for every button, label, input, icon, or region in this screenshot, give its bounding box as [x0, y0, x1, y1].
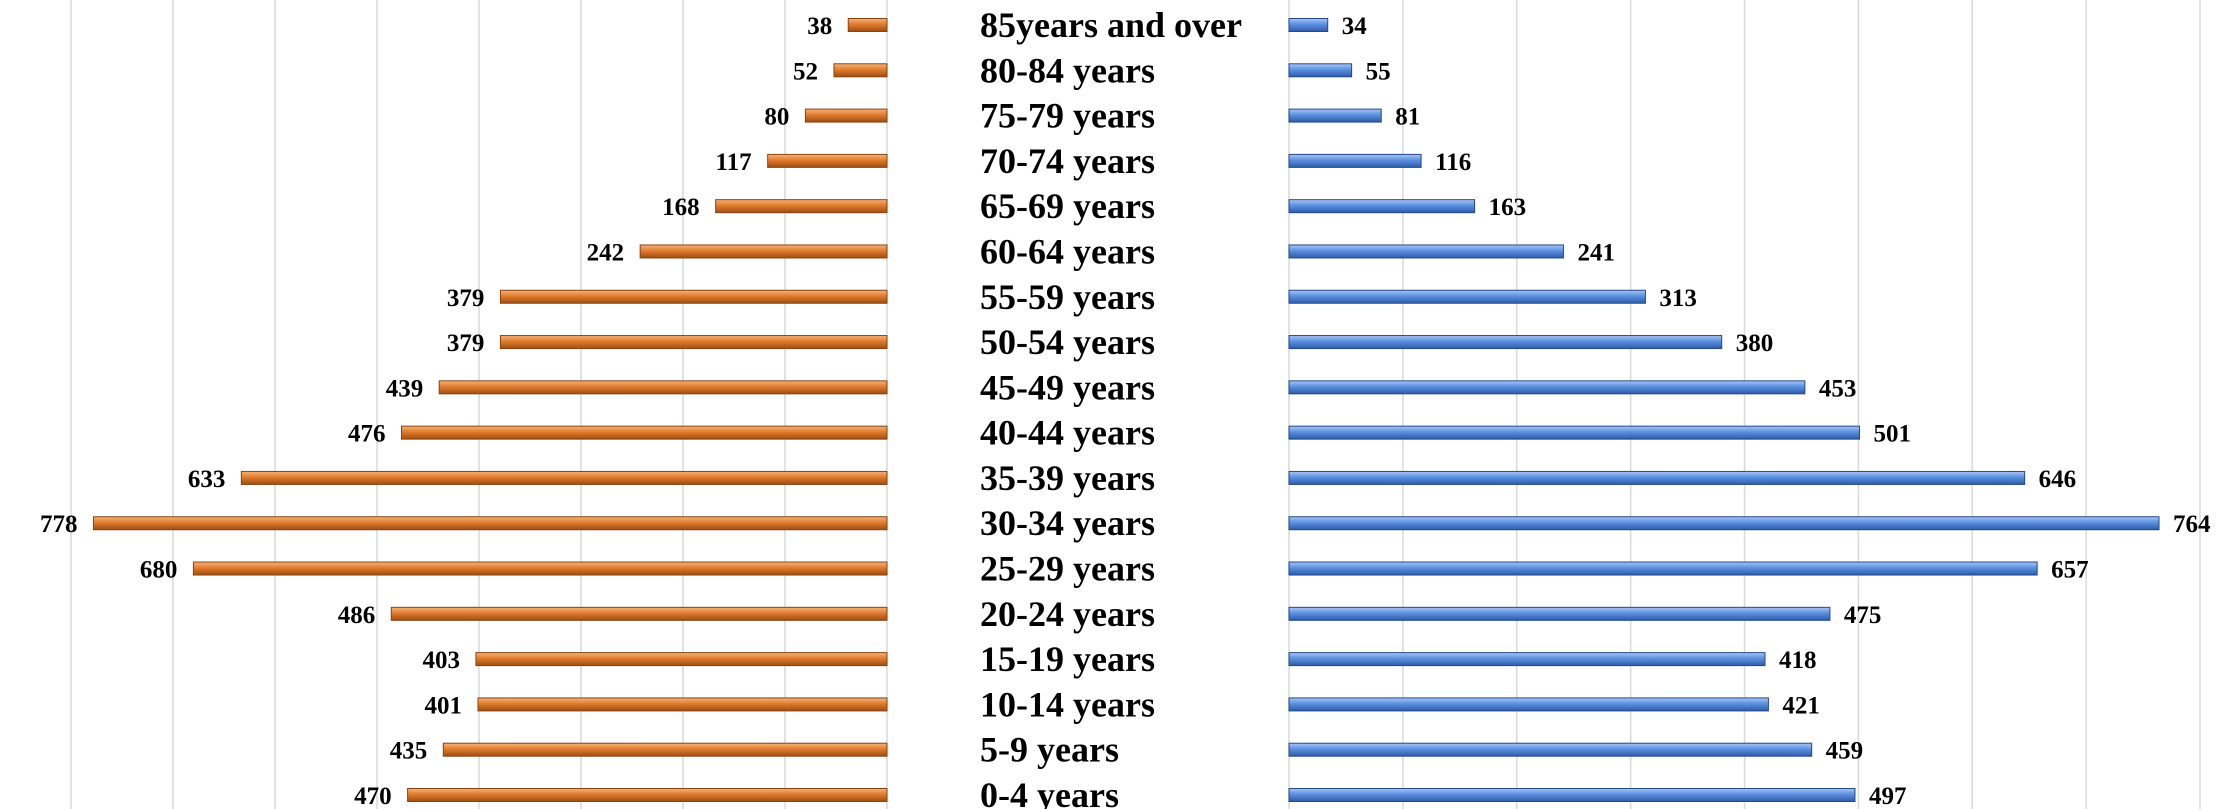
- right-bar: [1288, 561, 2038, 576]
- right-bar: [1288, 516, 2160, 531]
- left-value-label: 470: [354, 783, 392, 809]
- left-bar: [92, 516, 888, 531]
- right-value-label: 453: [1819, 375, 1857, 402]
- left-bar: [715, 199, 888, 214]
- right-bar: [1288, 289, 1646, 304]
- left-value-label: 168: [662, 194, 700, 221]
- category-label: 35-39 years: [980, 458, 1155, 498]
- right-value-label: 34: [1342, 13, 1368, 40]
- category-label: 50-54 years: [980, 322, 1155, 362]
- right-series-bars: [1288, 18, 2160, 802]
- right-value-label: 497: [1869, 783, 1907, 809]
- left-gridlines: [70, 0, 888, 809]
- category-label: 15-19 years: [980, 639, 1155, 679]
- right-value-label: 380: [1736, 330, 1774, 357]
- right-value-label: 163: [1489, 194, 1527, 221]
- category-label: 45-49 years: [980, 367, 1155, 407]
- right-value-label: 646: [2039, 466, 2076, 493]
- category-label: 40-44 years: [980, 413, 1155, 453]
- right-bar: [1288, 380, 1806, 395]
- left-bar: [192, 561, 888, 576]
- left-bar: [804, 108, 888, 123]
- right-bar: [1288, 199, 1476, 214]
- left-value-label: 80: [764, 104, 789, 131]
- left-value-label: 435: [390, 738, 428, 765]
- category-label: 80-84 years: [980, 50, 1155, 90]
- right-value-label: 81: [1395, 104, 1420, 131]
- right-gridlines: [1288, 0, 2201, 809]
- right-value-label: 459: [1826, 738, 1864, 765]
- right-value-label: 501: [1874, 421, 1912, 448]
- left-bar: [442, 742, 888, 757]
- left-value-label: 242: [587, 239, 625, 266]
- category-label: 20-24 years: [980, 594, 1155, 634]
- left-bar: [477, 697, 888, 712]
- right-value-label: 657: [2051, 557, 2089, 584]
- left-bar: [767, 153, 888, 168]
- left-value-label: 379: [447, 330, 485, 357]
- right-value-label: 313: [1659, 285, 1697, 312]
- right-bar: [1288, 335, 1723, 350]
- category-label: 75-79 years: [980, 96, 1155, 136]
- right-value-label: 55: [1366, 58, 1391, 85]
- right-bar: [1288, 697, 1769, 712]
- left-bar: [499, 289, 888, 304]
- category-labels: 0-4 years 5-9 years 10-14 years 15-19 years…: [980, 5, 1242, 809]
- right-bar: [1288, 788, 1856, 802]
- left-value-label: 778: [40, 511, 78, 538]
- left-bar: [390, 606, 888, 621]
- category-label: 0-4 years: [980, 775, 1119, 809]
- right-bar: [1288, 606, 1831, 621]
- right-bar: [1288, 18, 1329, 32]
- category-label: 25-29 years: [980, 549, 1155, 589]
- left-value-label: 52: [793, 58, 818, 85]
- right-bar: [1288, 63, 1353, 78]
- left-value-label: 486: [338, 602, 376, 629]
- right-bar: [1288, 153, 1422, 168]
- left-value-label: 476: [348, 421, 386, 448]
- right-value-label: 241: [1577, 239, 1615, 266]
- left-value-label: 401: [424, 692, 462, 719]
- category-label: 65-69 years: [980, 186, 1155, 226]
- right-value-label: 475: [1844, 602, 1882, 629]
- right-value-label: 116: [1435, 149, 1471, 176]
- right-bar: [1288, 652, 1766, 667]
- left-bar: [400, 425, 888, 440]
- left-value-label: 439: [386, 375, 424, 402]
- left-value-label: 117: [716, 149, 752, 176]
- right-bar: [1288, 470, 2026, 485]
- category-label: 60-64 years: [980, 231, 1155, 271]
- right-bar: [1288, 108, 1382, 123]
- left-bar: [240, 470, 888, 485]
- category-label: 30-34 years: [980, 503, 1155, 543]
- category-label: 10-14 years: [980, 684, 1155, 724]
- category-label: 85years and over: [980, 5, 1242, 45]
- right-bar: [1288, 742, 1813, 757]
- left-value-label: 403: [422, 647, 460, 674]
- left-value-label: 633: [188, 466, 226, 493]
- category-label: 70-74 years: [980, 141, 1155, 181]
- right-value-label: 418: [1779, 647, 1817, 674]
- right-value-label: 764: [2173, 511, 2211, 538]
- right-value-label: 421: [1782, 692, 1820, 719]
- left-bar: [847, 18, 888, 32]
- left-value-label: 38: [807, 13, 832, 40]
- left-bar: [833, 63, 888, 78]
- left-value-label: 379: [447, 285, 485, 312]
- right-bar: [1288, 244, 1564, 259]
- category-label: 55-59 years: [980, 277, 1155, 317]
- category-label: 5-9 years: [980, 730, 1119, 770]
- left-bar: [499, 335, 888, 350]
- left-bar: [438, 380, 888, 395]
- left-bar: [639, 244, 888, 259]
- right-bar: [1288, 425, 1861, 440]
- left-series-bars: [92, 18, 888, 802]
- left-value-label: 680: [140, 557, 178, 584]
- left-bar: [475, 652, 888, 667]
- left-bar: [407, 788, 888, 802]
